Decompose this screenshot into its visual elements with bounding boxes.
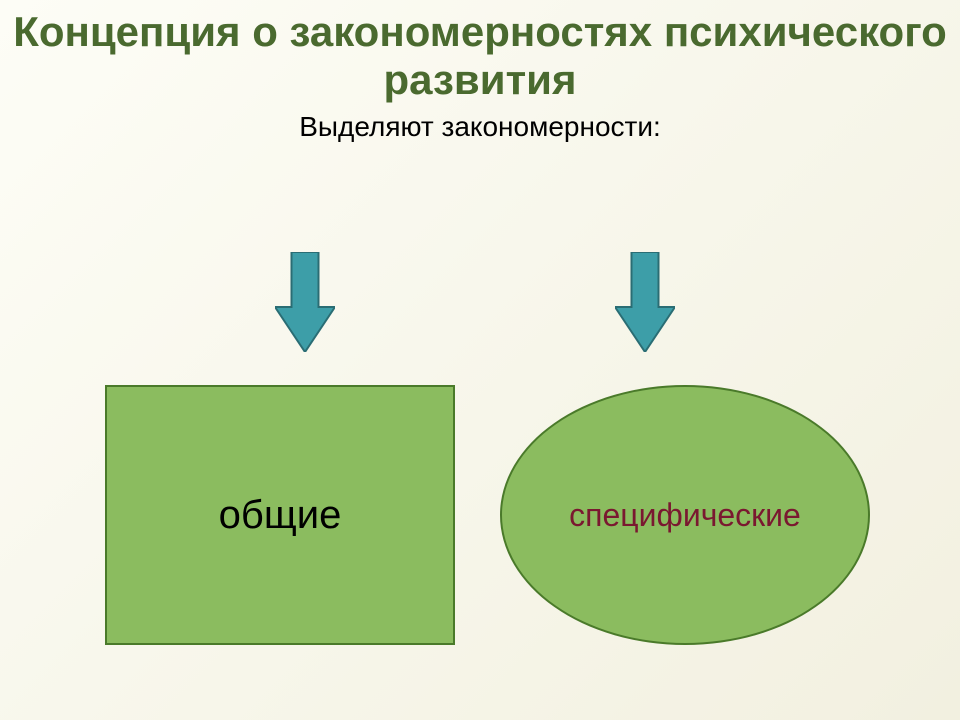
arrow-down-right (615, 252, 675, 352)
slide-title: Концепция о закономерностях психического… (0, 0, 960, 105)
arrow-down-left (275, 252, 335, 352)
shape-specific-ellipse: специфические (500, 385, 870, 645)
shape-specific-label: специфические (569, 497, 801, 534)
shape-general-label: общие (219, 493, 342, 538)
slide-subtitle: Выделяют закономерности: (0, 111, 960, 143)
shape-general-rect: общие (105, 385, 455, 645)
